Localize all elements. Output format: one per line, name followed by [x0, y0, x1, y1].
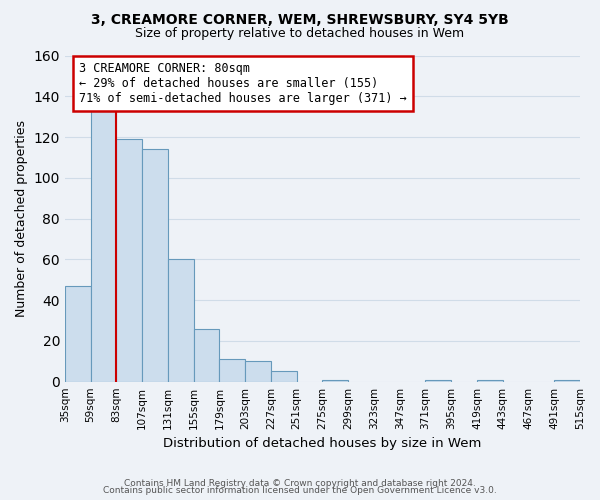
Bar: [271, 372, 297, 382]
X-axis label: Distribution of detached houses by size in Wem: Distribution of detached houses by size …: [163, 437, 482, 450]
Bar: [245, 362, 271, 382]
Bar: [168, 260, 194, 382]
Bar: [477, 380, 503, 382]
Text: Size of property relative to detached houses in Wem: Size of property relative to detached ho…: [136, 28, 464, 40]
Text: Contains public sector information licensed under the Open Government Licence v3: Contains public sector information licen…: [103, 486, 497, 495]
Text: 3 CREAMORE CORNER: 80sqm
← 29% of detached houses are smaller (155)
71% of semi-: 3 CREAMORE CORNER: 80sqm ← 29% of detach…: [79, 62, 407, 104]
Text: Contains HM Land Registry data © Crown copyright and database right 2024.: Contains HM Land Registry data © Crown c…: [124, 478, 476, 488]
Text: 3, CREAMORE CORNER, WEM, SHREWSBURY, SY4 5YB: 3, CREAMORE CORNER, WEM, SHREWSBURY, SY4…: [91, 12, 509, 26]
Bar: [65, 286, 91, 382]
Bar: [220, 360, 245, 382]
Y-axis label: Number of detached properties: Number of detached properties: [15, 120, 28, 317]
Bar: [322, 380, 348, 382]
Bar: [116, 139, 142, 382]
Bar: [194, 328, 220, 382]
Bar: [554, 380, 580, 382]
Bar: [91, 110, 116, 382]
Bar: [425, 380, 451, 382]
Bar: [142, 150, 168, 382]
